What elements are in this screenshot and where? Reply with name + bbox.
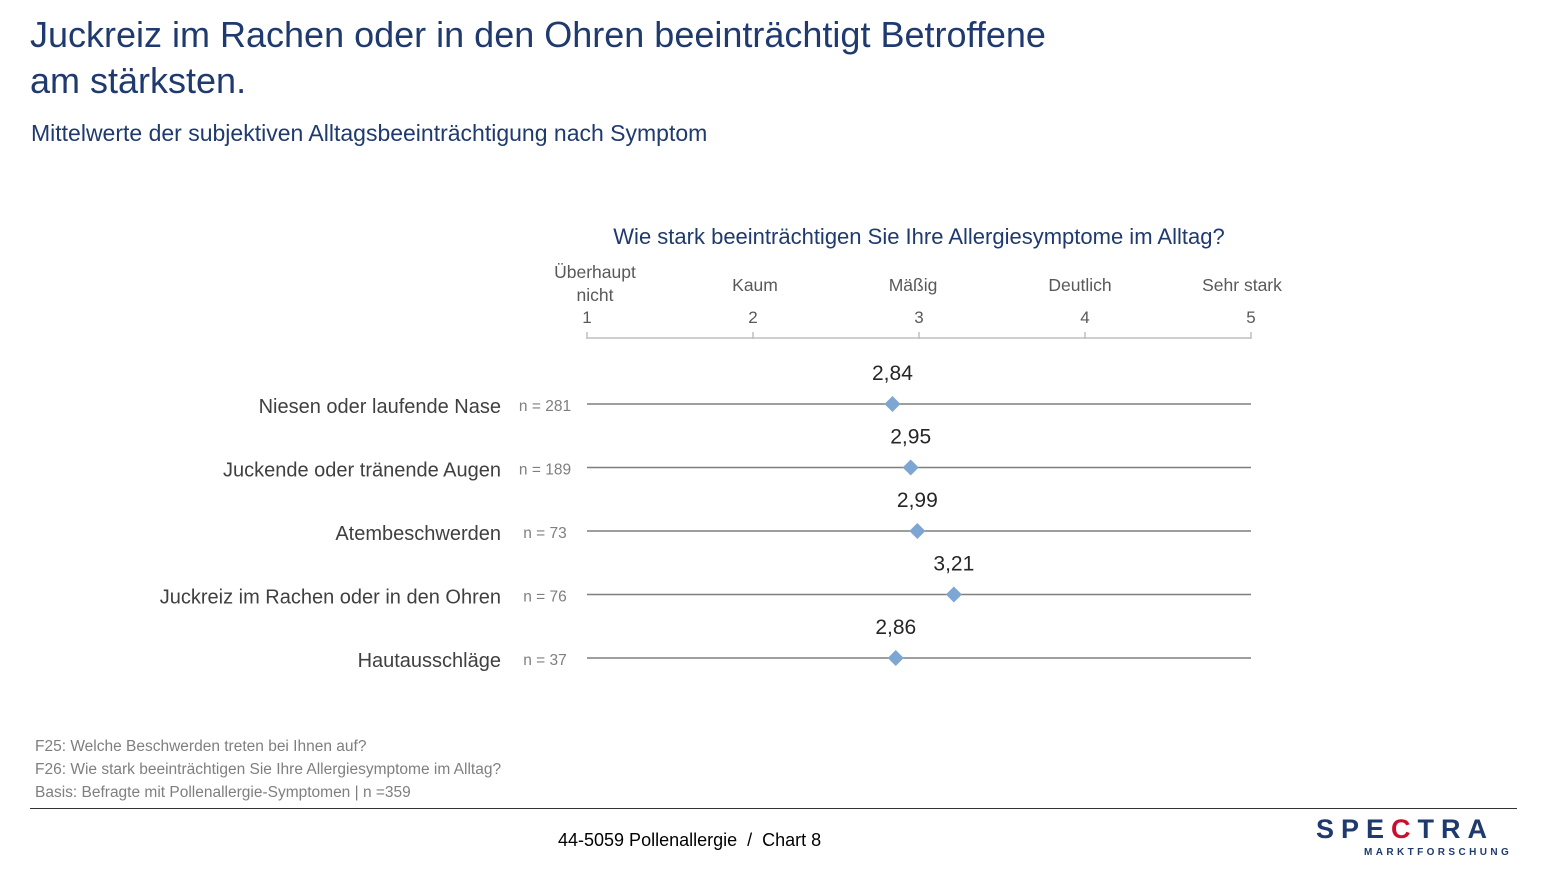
scale-anchor-label: Deutlich — [1048, 275, 1111, 295]
mean-value-label: 2,84 — [872, 362, 913, 385]
mean-value-marker — [884, 396, 901, 412]
page-title-line-1: Juckreiz im Rachen oder in den Ohren bee… — [30, 14, 1046, 55]
category-label: Atembeschwerden — [335, 523, 501, 545]
spectra-logo: SPECTRA MARKTFORSCHUNG — [1316, 814, 1512, 858]
logo-subline: MARKTFORSCHUNG — [1364, 847, 1513, 858]
category-label: Niesen oder laufende Nase — [259, 396, 501, 418]
mean-value-label: 2,99 — [897, 489, 938, 512]
category-label: Hautausschläge — [358, 650, 501, 672]
footnote-basis: Basis: Befragte mit Pollenallergie-Sympt… — [35, 784, 411, 801]
mean-value-marker — [902, 459, 919, 476]
dot-plot-chart: Wie stark beeinträchtigen Sie Ihre Aller… — [160, 224, 1282, 672]
category-label: Juckende oder tränende Augen — [223, 460, 501, 482]
sample-size-label: n = 189 — [519, 462, 571, 479]
mean-value-marker — [909, 523, 926, 539]
page-title-line-2: am stärksten. — [30, 60, 247, 101]
scale-tick-label: 4 — [1080, 308, 1089, 327]
scale-tick-label: 1 — [582, 308, 591, 327]
category-label: Juckreiz im Rachen oder in den Ohren — [160, 587, 501, 609]
scale-anchor-label: Mäßig — [889, 275, 938, 295]
mean-value-label: 2,95 — [890, 426, 931, 449]
scale-anchor-label: Überhaupt — [554, 262, 636, 282]
scale-tick-label: 5 — [1246, 308, 1255, 327]
footer-divider — [30, 808, 1517, 809]
mean-value-label: 2,86 — [875, 616, 916, 639]
mean-value-label: 3,21 — [933, 553, 974, 576]
sample-size-label: n = 37 — [523, 652, 567, 669]
sample-size-label: n = 281 — [519, 398, 571, 415]
page-title: Juckreiz im Rachen oder in den Ohren bee… — [30, 12, 1230, 104]
scale-tick-label: 2 — [748, 308, 757, 327]
footer-chart-reference: 44-5059 Pollenallergie / Chart 8 — [558, 830, 822, 850]
sample-size-label: n = 73 — [523, 525, 567, 542]
footnote-f25: F25: Welche Beschwerden treten bei Ihnen… — [35, 738, 367, 755]
footnotes: F25: Welche Beschwerden treten bei Ihnen… — [35, 735, 501, 804]
footnote-f26: F26: Wie stark beeinträchtigen Sie Ihre … — [35, 761, 502, 778]
mean-value-marker — [945, 586, 962, 603]
scale-anchor-label: Sehr stark — [1202, 275, 1282, 295]
sample-size-label: n = 76 — [523, 589, 567, 606]
scale-anchor-label: Kaum — [732, 275, 778, 295]
chart-title: Wie stark beeinträchtigen Sie Ihre Aller… — [613, 224, 1224, 249]
logo-wordmark: SPECTRA — [1316, 814, 1495, 844]
mean-value-marker — [887, 650, 904, 666]
scale-tick-label: 3 — [914, 308, 923, 327]
page-subtitle: Mittelwerte der subjektiven Alltagsbeein… — [31, 120, 708, 146]
scale-anchor-label: nicht — [577, 285, 614, 305]
